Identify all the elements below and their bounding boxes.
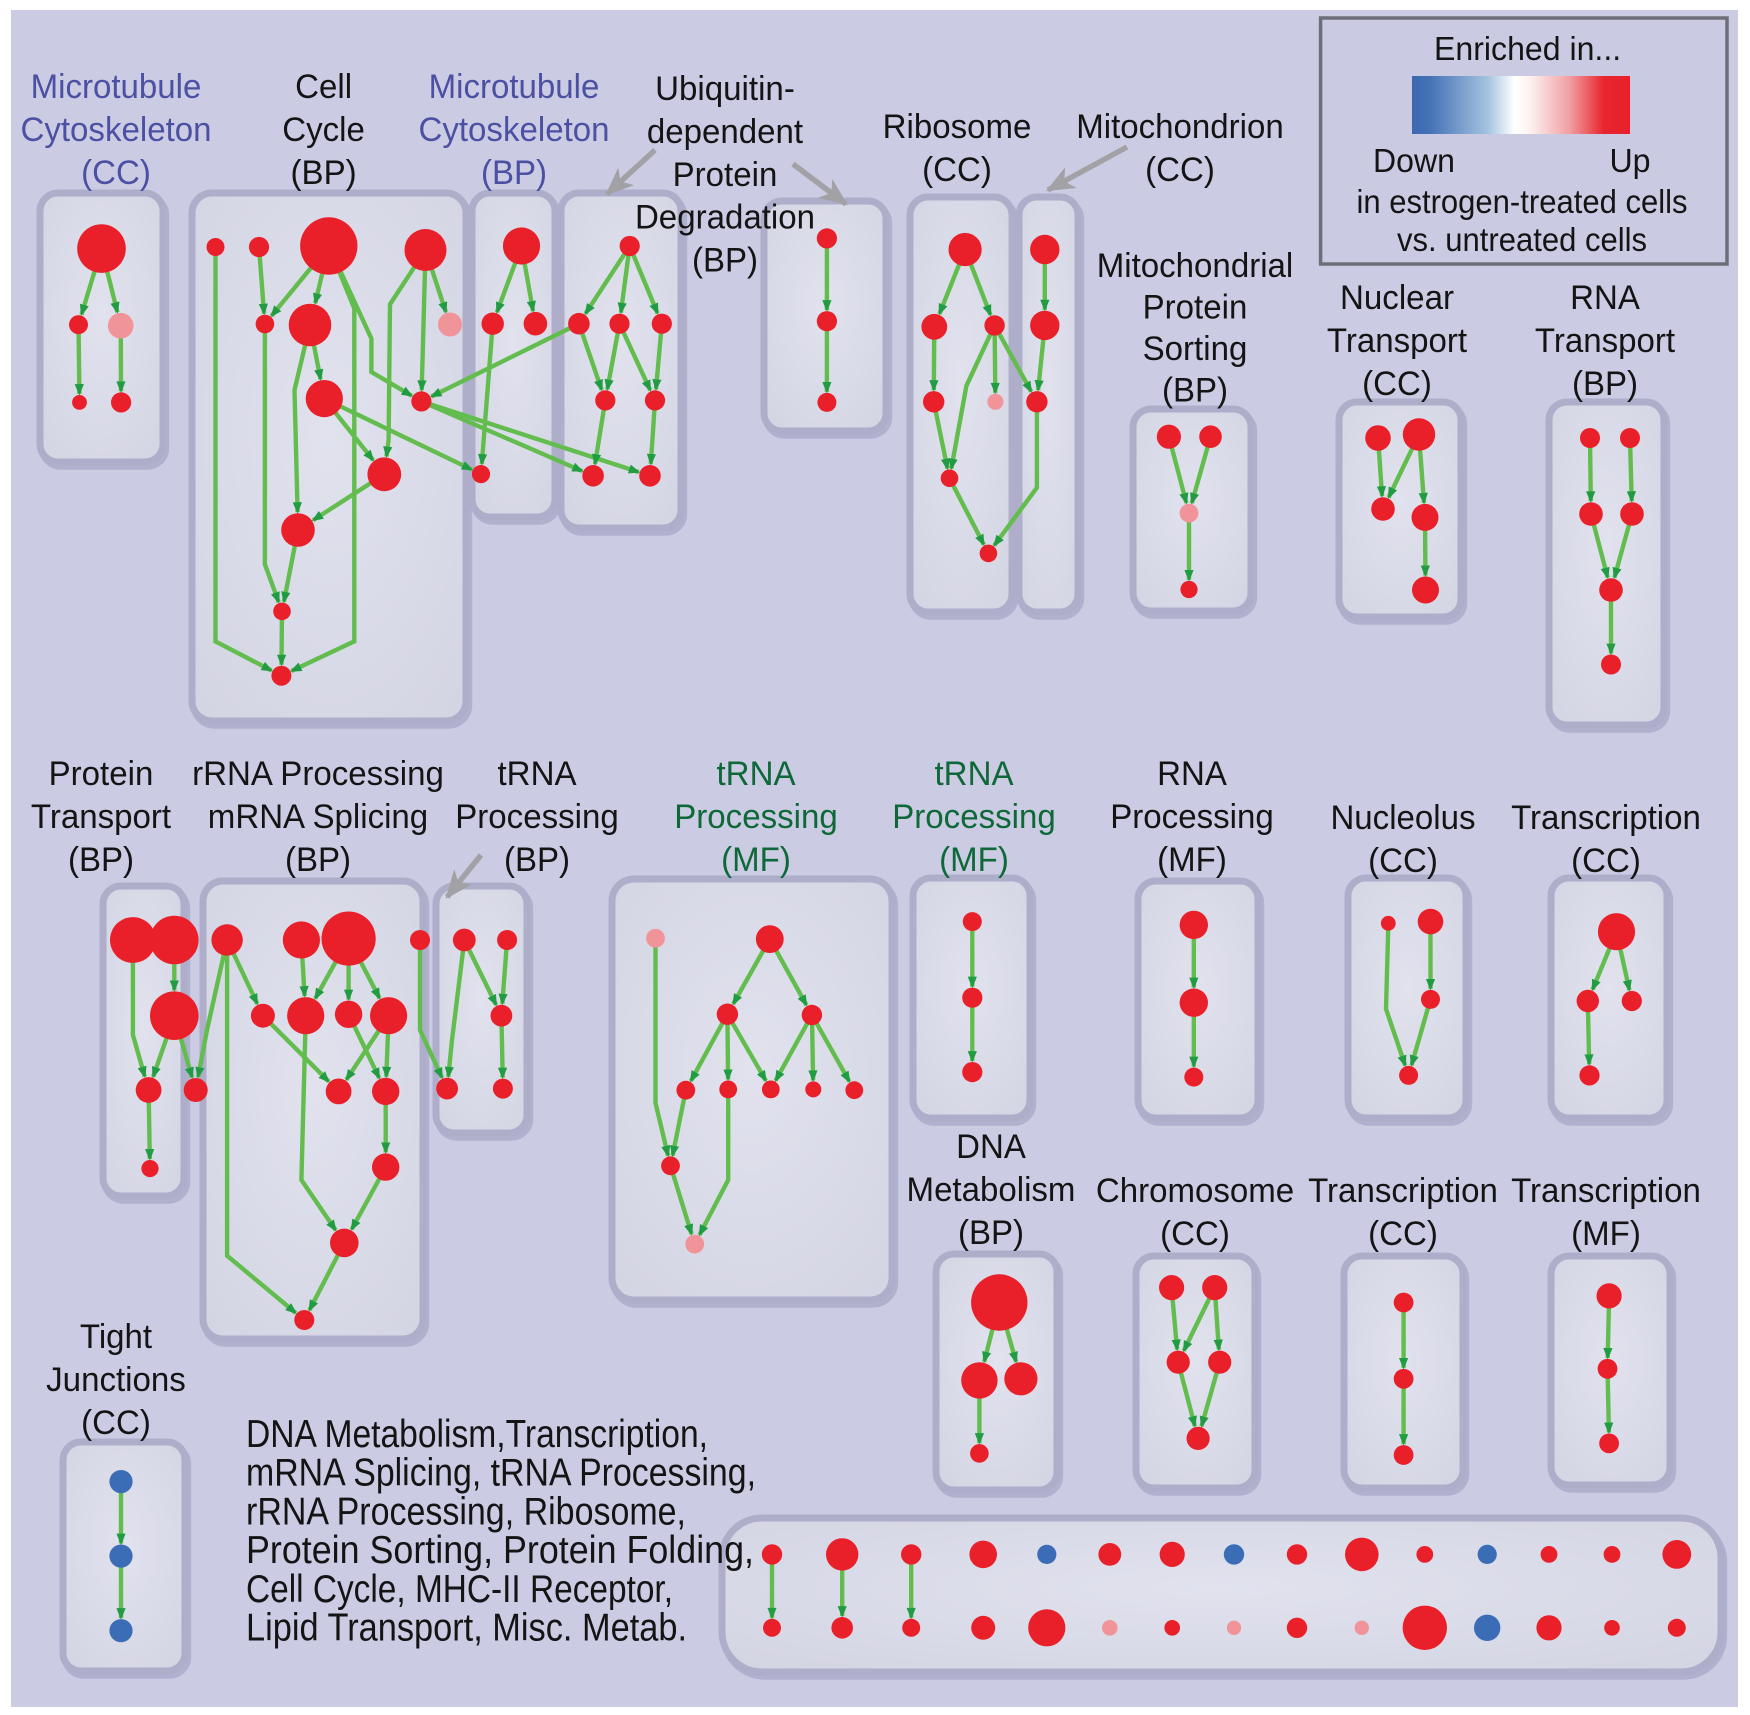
svg-text:Mitochondrion(CC): Mitochondrion (CC) — [1076, 108, 1284, 189]
svg-text:Ribosome(CC): Ribosome (CC) — [883, 108, 1032, 189]
svg-text:Transcription(MF): Transcription (MF) — [1511, 1172, 1701, 1253]
svg-text:Enriched in...: Enriched in... — [1434, 30, 1621, 67]
svg-text:Down: Down — [1373, 142, 1455, 179]
svg-text:Up: Up — [1609, 142, 1650, 179]
svg-text:Transcription(CC): Transcription (CC) — [1308, 1172, 1498, 1253]
svg-text:vs. untreated cells: vs. untreated cells — [1397, 221, 1647, 258]
svg-text:Nucleolus(CC): Nucleolus (CC) — [1330, 799, 1475, 880]
svg-text:Chromosome(CC): Chromosome (CC) — [1096, 1172, 1294, 1253]
svg-text:in estrogen-treated cells: in estrogen-treated cells — [1356, 183, 1687, 220]
svg-text:DNA Metabolism,Transcription,m: DNA Metabolism,Transcription, mRNA Splici… — [246, 1413, 756, 1650]
svg-text:Transcription(CC): Transcription (CC) — [1511, 799, 1701, 880]
